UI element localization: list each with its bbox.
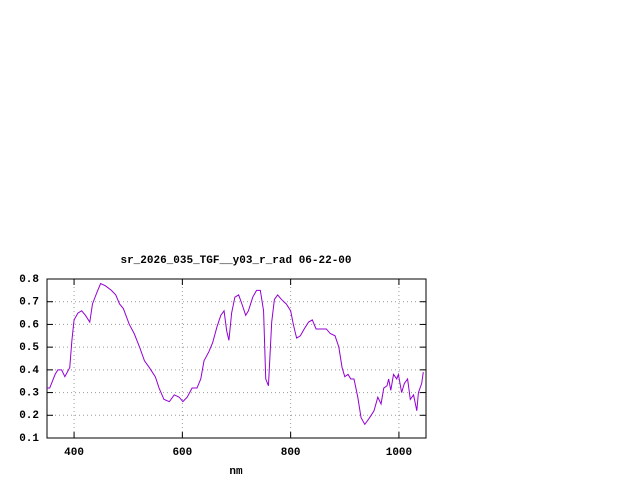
y-tick-label: 0.1: [19, 433, 39, 445]
plot-frame: [46, 278, 427, 439]
x-tick-label: 1000: [386, 447, 412, 459]
y-tick-label: 0.7: [19, 297, 39, 309]
x-tick-label: 600: [172, 447, 192, 459]
y-tick-label: 0.6: [19, 319, 39, 331]
x-tick-label: 800: [281, 447, 301, 459]
y-tick-label: 0.4: [19, 365, 39, 377]
y-tick-label: 0.3: [19, 387, 39, 399]
y-tick-label: 0.8: [19, 274, 39, 286]
y-tick-label: 0.2: [19, 410, 39, 422]
y-tick-label: 0.5: [19, 342, 39, 354]
data-line: [47, 282, 424, 426]
chart-title: sr_2026_035_TGF__y03_r_rad 06-22-00: [120, 255, 351, 267]
x-axis-label: nm: [229, 466, 243, 478]
x-tick-label: 400: [64, 447, 84, 459]
